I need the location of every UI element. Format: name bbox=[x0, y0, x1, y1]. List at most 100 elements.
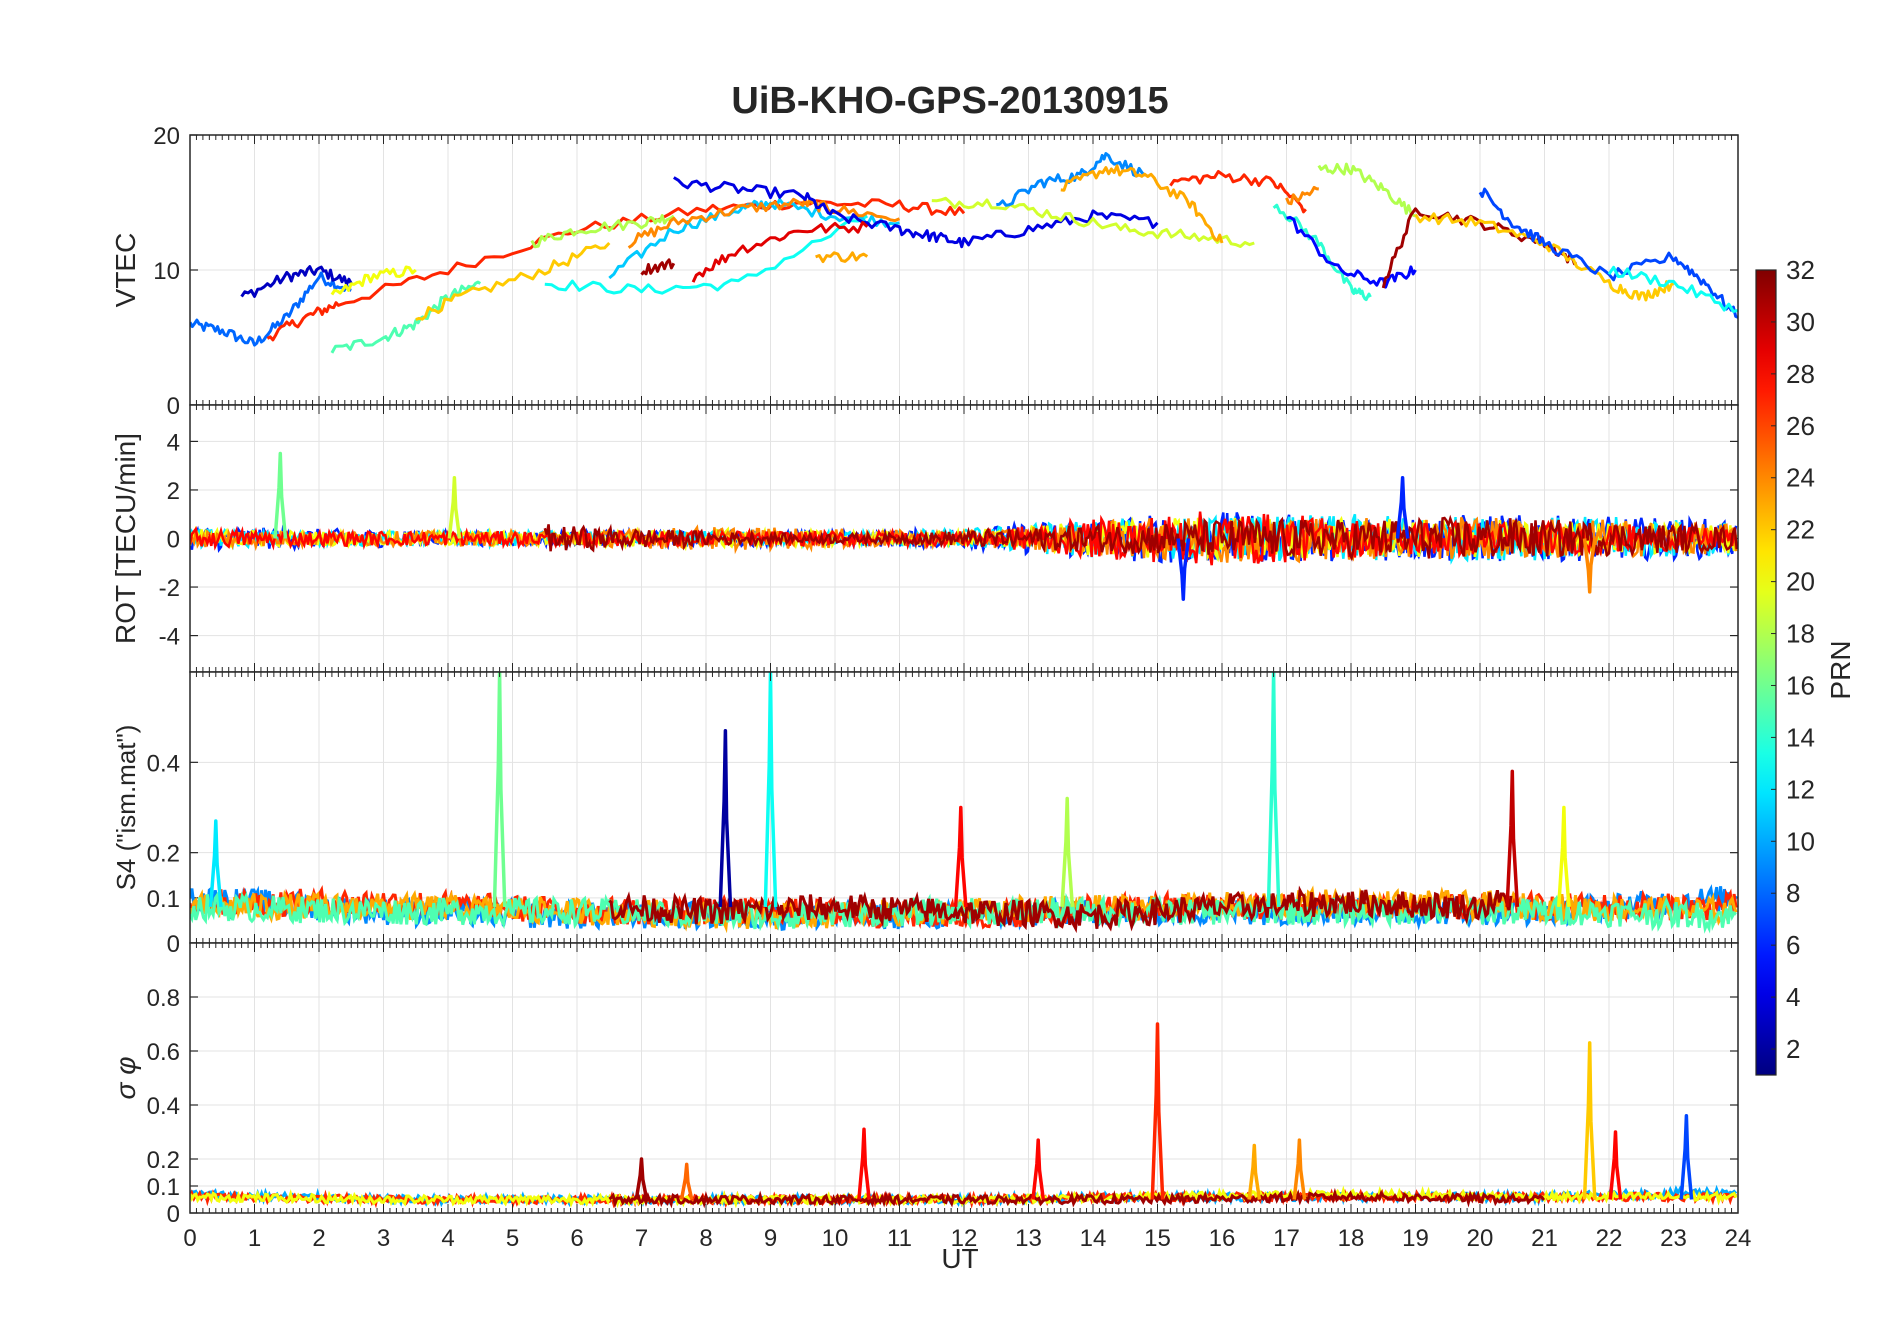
colorbar-tick-label: 18 bbox=[1786, 619, 1815, 649]
colorbar-tick-label: 28 bbox=[1786, 359, 1815, 389]
x-tick-label: 24 bbox=[1725, 1225, 1752, 1252]
x-tick-label: 2 bbox=[312, 1225, 325, 1252]
y-tick-label: 0.8 bbox=[147, 985, 180, 1012]
vtec-series-line bbox=[691, 221, 869, 283]
y-axis-label: VTEC bbox=[110, 233, 141, 308]
x-tick-label: 9 bbox=[764, 1225, 777, 1252]
sigma_phi-series-line bbox=[608, 1187, 1546, 1209]
vtec-series-line bbox=[931, 196, 1255, 248]
x-tick-label: 7 bbox=[635, 1225, 648, 1252]
y-tick-label: 0.2 bbox=[147, 841, 180, 868]
x-tick-label: 3 bbox=[377, 1225, 390, 1252]
colorbar-tick-label: 26 bbox=[1786, 411, 1815, 441]
x-tick-label: 22 bbox=[1596, 1225, 1623, 1252]
vtec-panel: 0 10 20 VTEC bbox=[110, 123, 1739, 420]
spike-mark bbox=[1679, 1114, 1694, 1200]
y-tick-label: -2 bbox=[159, 575, 180, 602]
y-tick-label: -4 bbox=[159, 624, 180, 651]
y-tick-label: 0 bbox=[167, 527, 180, 554]
s4-panel: 0 0.1 0.2 0.4S4 ("ism.mat") bbox=[111, 671, 1739, 958]
y-tick-label: 0.1 bbox=[147, 886, 180, 913]
x-axis-label: UT bbox=[941, 1243, 978, 1274]
spike-mark bbox=[1031, 1138, 1046, 1200]
y-tick-label: 0 bbox=[167, 1201, 180, 1228]
spike-mark bbox=[1608, 1130, 1623, 1200]
vtec-series-line bbox=[530, 214, 675, 249]
spike-mark bbox=[1176, 538, 1191, 601]
spike-mark bbox=[492, 672, 507, 907]
sigma-phi-panel: 00.10.2 0.4 0.6 0.8 σ φ bbox=[110, 942, 1739, 1228]
x-tick-label: 19 bbox=[1402, 1225, 1429, 1252]
vtec-series-line bbox=[1060, 164, 1224, 244]
vtec-series-line bbox=[627, 197, 901, 249]
series-group bbox=[190, 672, 1738, 934]
x-tick-label: 17 bbox=[1273, 1225, 1300, 1252]
y-tick-label: 10 bbox=[153, 258, 180, 285]
spike-mark bbox=[763, 672, 778, 907]
colorbar-tick-label: 24 bbox=[1786, 463, 1815, 493]
colorbar-tick-label: 6 bbox=[1786, 930, 1800, 960]
vtec-series-line bbox=[240, 265, 353, 298]
rot-panel: -4 -2 0 2 4 ROT [TECU/min] bbox=[110, 404, 1739, 673]
y-tick-label: 0.6 bbox=[147, 1039, 180, 1066]
colorbar-tick-label: 16 bbox=[1786, 670, 1815, 700]
y-axis-label: ROT [TECU/min] bbox=[110, 433, 141, 644]
vtec-series-line bbox=[1607, 265, 1738, 313]
spike-mark bbox=[447, 476, 462, 539]
spike-mark bbox=[1556, 805, 1571, 908]
colorbar-tick-label: 8 bbox=[1786, 878, 1800, 908]
x-tick-label: 8 bbox=[699, 1225, 712, 1252]
colorbar-gradient bbox=[1755, 269, 1777, 1076]
x-tick-label: 6 bbox=[570, 1225, 583, 1252]
x-tick-label: 18 bbox=[1338, 1225, 1365, 1252]
spike-mark bbox=[1395, 476, 1410, 539]
spike-mark bbox=[273, 451, 288, 539]
x-tick-label: 20 bbox=[1467, 1225, 1494, 1252]
vtec-series-line bbox=[1478, 187, 1738, 319]
x-tick-label: 4 bbox=[441, 1225, 454, 1252]
y-tick-label: 0 bbox=[167, 393, 180, 420]
x-tick-label: 10 bbox=[822, 1225, 849, 1252]
x-tick-label: 12 bbox=[951, 1225, 978, 1252]
spike-mark bbox=[1266, 672, 1281, 907]
y-tick-label: 20 bbox=[153, 123, 180, 150]
spike-mark bbox=[1060, 796, 1075, 908]
y-axis-label: S4 ("ism.mat") bbox=[111, 725, 141, 891]
y-axis-label: σ φ bbox=[110, 1057, 141, 1100]
colorbar-tick-label: 30 bbox=[1786, 307, 1815, 337]
x-tick-label: 14 bbox=[1080, 1225, 1107, 1252]
vtec-series-line bbox=[815, 251, 869, 264]
colorbar-tick-label: 12 bbox=[1786, 774, 1815, 804]
y-tick-label: 0.4 bbox=[147, 750, 180, 777]
spike-mark bbox=[679, 1162, 694, 1200]
x-tick-label: 5 bbox=[506, 1225, 519, 1252]
spike-mark bbox=[1292, 1138, 1307, 1200]
y-tick-label: 0.4 bbox=[147, 1093, 180, 1120]
spike-mark bbox=[1150, 1022, 1165, 1200]
y-tick-label: 0.1 bbox=[147, 1174, 180, 1201]
y-tick-label: 0 bbox=[167, 931, 180, 958]
x-tick-label: 11 bbox=[887, 1225, 912, 1252]
y-tick-label: 4 bbox=[167, 429, 180, 456]
colorbar-tick-label: 22 bbox=[1786, 515, 1815, 545]
series-group bbox=[190, 152, 1738, 354]
x-tick-label: 23 bbox=[1660, 1225, 1687, 1252]
colorbar-tick-label: 32 bbox=[1786, 255, 1815, 285]
vtec-series-line bbox=[330, 280, 482, 354]
vtec-series-line bbox=[673, 176, 1159, 249]
x-tick-label: 13 bbox=[1015, 1225, 1042, 1252]
x-tick-label: 21 bbox=[1531, 1225, 1558, 1252]
vtec-series-line bbox=[415, 241, 611, 321]
vtec-series-line bbox=[1317, 162, 1416, 218]
y-tick-label: 0.2 bbox=[147, 1147, 180, 1174]
colorbar-label: PRN bbox=[1825, 640, 1856, 699]
spike-mark bbox=[208, 819, 223, 908]
x-tick-label: 1 bbox=[248, 1225, 261, 1252]
vtec-series-line bbox=[1414, 212, 1675, 302]
x-tick-labels: 0 1 2 3 4 5 6 7 8 9 10 11 12 13 14 15 16 17 18 19 20 21 22 23 24 bbox=[183, 1225, 1751, 1252]
spike-mark bbox=[718, 728, 733, 907]
vtec-series-line bbox=[1272, 203, 1372, 302]
x-tick-label: 0 bbox=[183, 1225, 196, 1252]
